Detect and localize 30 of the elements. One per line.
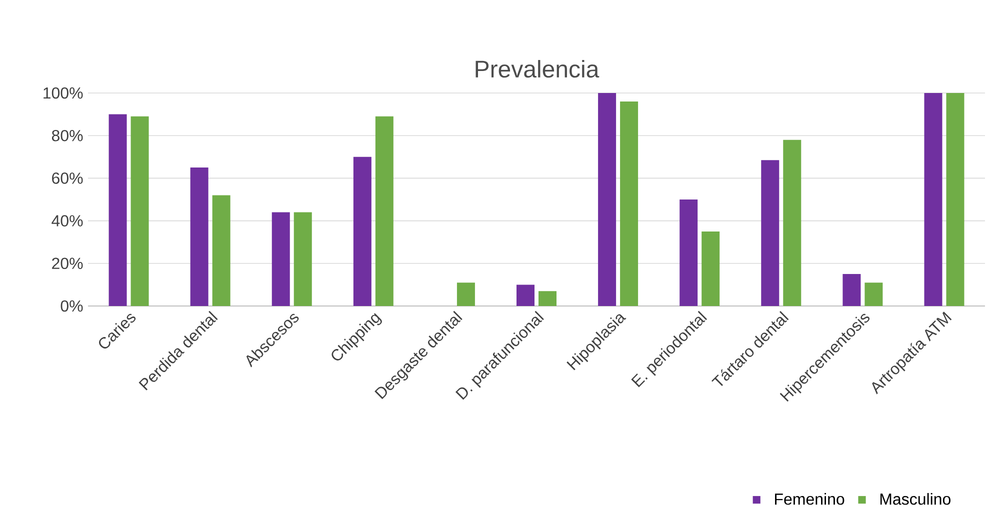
- bar: [353, 156, 372, 306]
- bar: [190, 168, 208, 306]
- bar: [924, 93, 942, 306]
- bar: [598, 93, 616, 306]
- y-tick-label: 100%: [44, 87, 83, 99]
- bar: [538, 291, 557, 306]
- y-tick-label: 0%: [60, 300, 83, 312]
- bar: [294, 212, 312, 306]
- bar: [761, 160, 780, 306]
- bar: [212, 195, 230, 306]
- bar: [130, 116, 149, 306]
- y-tick-label: 20%: [52, 258, 83, 270]
- bar: [680, 200, 698, 306]
- y-tick-label: 80%: [52, 130, 83, 142]
- bar: [375, 116, 394, 306]
- bar: [702, 231, 720, 306]
- legend-label: Masculino: [880, 493, 950, 505]
- bar: [272, 212, 290, 306]
- bar: [108, 114, 127, 306]
- bar: [864, 282, 883, 306]
- bar: [842, 274, 861, 306]
- bar: [783, 140, 802, 306]
- y-tick-label: 60%: [52, 172, 83, 184]
- chart-title: Prevalencia: [476, 60, 600, 78]
- bar: [516, 284, 535, 306]
- bar: [620, 102, 638, 306]
- y-tick-label: 40%: [52, 215, 83, 226]
- legend-label: Femenino: [775, 493, 844, 505]
- bar: [946, 93, 964, 306]
- bar: [456, 282, 475, 306]
